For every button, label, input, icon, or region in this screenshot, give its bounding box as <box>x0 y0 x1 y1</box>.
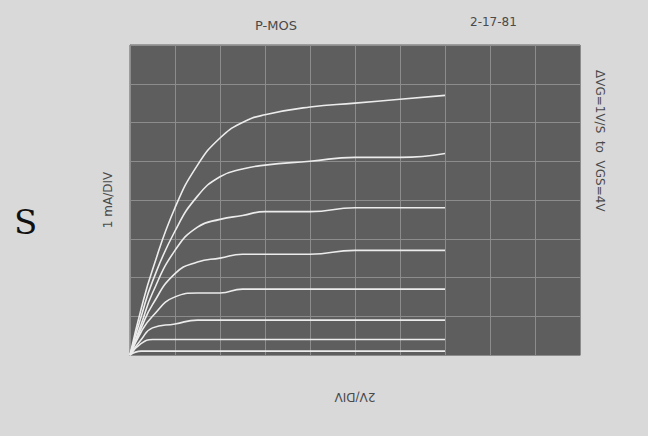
svg-text:P-MOS: P-MOS <box>255 18 297 33</box>
svg-text:S: S <box>14 202 37 242</box>
svg-text:2-17-81: 2-17-81 <box>470 15 517 29</box>
svg-text:ΔVG=1V/S to VGS=4V: ΔVG=1V/S to VGS=4V <box>593 70 607 212</box>
svg-text:2V/DIV: 2V/DIV <box>334 390 376 404</box>
svg-text:1 mA/DIV: 1 mA/DIV <box>101 171 115 228</box>
